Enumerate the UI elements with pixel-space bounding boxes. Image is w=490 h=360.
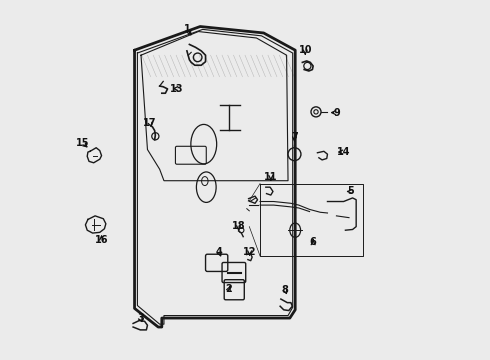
Text: 13: 13 (170, 84, 184, 94)
Text: 9: 9 (333, 108, 340, 118)
Text: 1: 1 (184, 24, 191, 35)
Text: 12: 12 (243, 247, 256, 257)
Text: 8: 8 (282, 285, 289, 296)
Text: 15: 15 (76, 139, 90, 148)
Text: 11: 11 (264, 172, 277, 182)
Text: 6: 6 (310, 237, 317, 247)
Text: 10: 10 (298, 45, 312, 55)
Text: 16: 16 (95, 235, 108, 245)
Text: 5: 5 (347, 186, 354, 197)
Text: 2: 2 (225, 284, 232, 294)
Text: 17: 17 (143, 118, 157, 128)
Text: 7: 7 (291, 132, 298, 142)
Text: 18: 18 (232, 221, 245, 231)
Text: 14: 14 (337, 147, 350, 157)
Text: 4: 4 (216, 247, 222, 257)
Text: 3: 3 (137, 313, 144, 323)
